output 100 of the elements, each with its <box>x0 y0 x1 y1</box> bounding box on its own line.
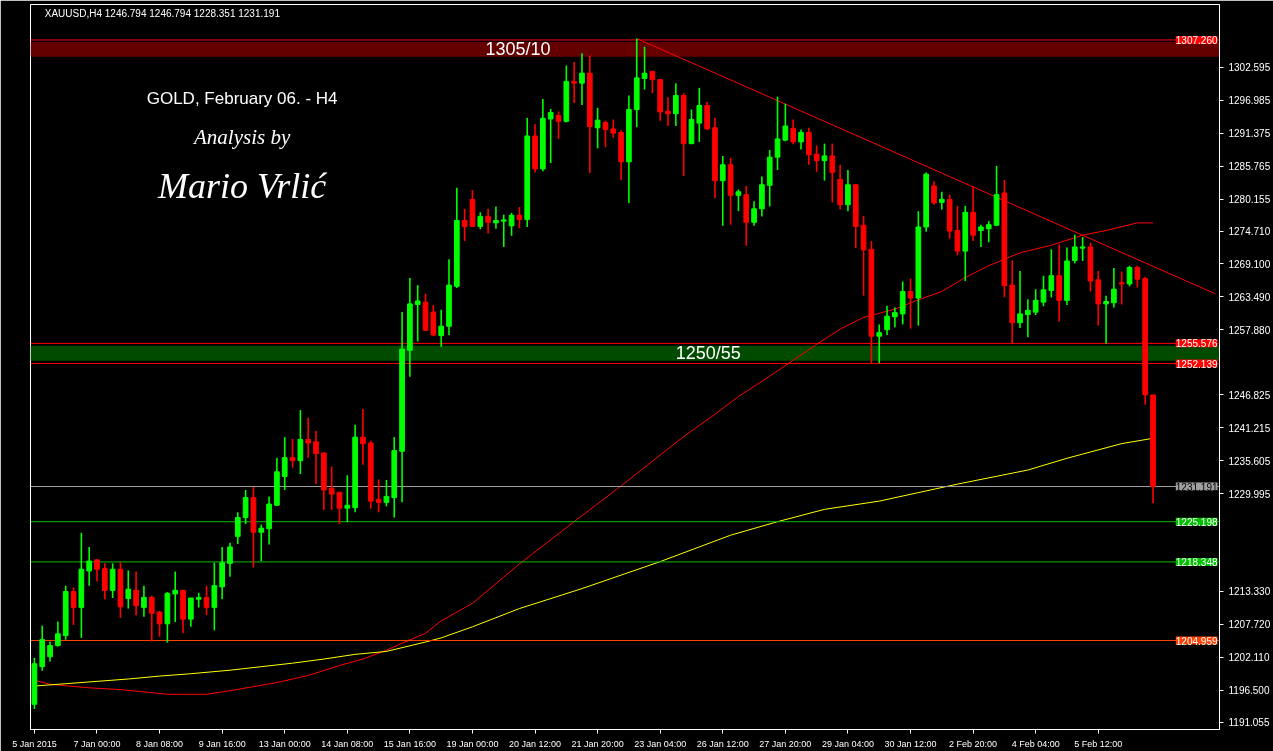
candlestick <box>673 82 679 127</box>
candlestick <box>938 190 945 211</box>
band-label: 1305/10 <box>485 39 551 60</box>
candlestick <box>516 206 523 229</box>
y-tick-label: 1302.595 <box>1228 62 1271 74</box>
candlestick <box>94 558 100 583</box>
candlestick <box>156 610 163 638</box>
ref-line-label: 1231.191 <box>1175 481 1218 493</box>
y-tick-label: 1274.710 <box>1228 226 1271 238</box>
x-tick-label: 19 Jan 00:00 <box>446 738 499 749</box>
candlestick <box>211 561 218 632</box>
candlestick <box>985 220 992 244</box>
candlestick <box>751 200 757 227</box>
candlestick <box>297 409 304 475</box>
candlestick <box>1040 274 1047 308</box>
candlestick <box>696 87 703 143</box>
candlestick <box>414 284 421 343</box>
ref-line-label: 1225.198 <box>1175 516 1218 528</box>
candlestick <box>109 562 116 599</box>
y-tick-label: 1235.605 <box>1228 455 1271 467</box>
candlestick <box>203 584 210 616</box>
text: GOLD, February 06. - H4 <box>146 89 338 109</box>
y-tick-label: 1291.375 <box>1228 128 1271 140</box>
y-tick-label: 1196.500 <box>1228 685 1270 697</box>
candlestick <box>55 620 61 648</box>
candlestick <box>375 478 382 514</box>
candlestick <box>234 511 241 545</box>
y-tick-label: 1229.995 <box>1228 488 1271 500</box>
y-tick-label: 1269.100 <box>1228 258 1271 270</box>
candlestick <box>1079 236 1086 262</box>
candlestick <box>289 438 296 469</box>
candlestick <box>281 436 288 491</box>
candlestick <box>790 118 797 146</box>
candlestick <box>305 416 312 459</box>
candlestick <box>579 52 585 106</box>
candlestick <box>1025 298 1031 339</box>
candlestick <box>86 546 93 587</box>
candlestick <box>610 118 617 139</box>
candlestick <box>876 323 883 364</box>
candlestick <box>500 213 507 248</box>
candlestick <box>1111 267 1117 309</box>
candlestick <box>360 408 366 466</box>
ref-line-label: 1218.348 <box>1175 556 1218 568</box>
candlestick <box>1032 288 1039 316</box>
x-tick-label: 13 Jan 00:00 <box>258 738 311 749</box>
candlestick <box>704 101 710 131</box>
x-tick-label: 30 Jan 12:00 <box>884 738 937 749</box>
candlestick <box>485 207 491 235</box>
candlestick <box>227 542 233 578</box>
candlestick <box>665 96 671 127</box>
x-tick-label: 5 Feb 12:00 <box>1074 738 1123 749</box>
candlestick <box>242 489 249 525</box>
ref-line-label: 1252.139 <box>1175 358 1218 370</box>
candlestick <box>931 180 937 206</box>
candlestick <box>258 523 265 562</box>
ref-line-label: 1307.260 <box>1175 34 1218 46</box>
candlestick <box>1071 233 1078 265</box>
ref-line-label: 1204.959 <box>1175 635 1218 647</box>
candlestick <box>719 155 726 227</box>
y-tick-label: 1241.215 <box>1228 422 1271 434</box>
candlestick <box>970 185 976 242</box>
y-tick-label: 1202.110 <box>1228 652 1270 664</box>
candlestick <box>1103 294 1109 345</box>
candlestick <box>571 61 577 104</box>
x-tick-label: 15 Jan 16:00 <box>383 738 436 749</box>
candlestick <box>47 640 53 663</box>
band-label: 1250/55 <box>675 343 741 364</box>
candlestick <box>508 212 515 237</box>
candlestick <box>641 45 648 91</box>
y-tick-label: 1246.825 <box>1228 389 1271 401</box>
x-tick-label: 20 Jan 12:00 <box>509 738 562 749</box>
candlestick <box>829 142 836 204</box>
candlestick <box>547 108 554 164</box>
x-tick-label: 21 Jan 20:00 <box>571 738 624 749</box>
y-tick-label: 1263.490 <box>1228 291 1271 303</box>
x-tick-label: 8 Jan 08:00 <box>136 738 184 749</box>
candlestick <box>821 142 828 182</box>
candlestick <box>602 119 609 148</box>
x-tick-label: 2 Feb 20:00 <box>949 738 998 749</box>
candlestick <box>892 306 898 329</box>
candlestick <box>70 586 77 626</box>
candlestick <box>1126 264 1133 288</box>
x-tick-label: 26 Jan 12:00 <box>696 738 749 749</box>
x-tick-label: 23 Jan 04:00 <box>634 738 687 749</box>
candlestick <box>133 570 139 617</box>
candlestick <box>438 308 445 348</box>
candlestick <box>1134 264 1141 289</box>
candlestick <box>899 280 906 326</box>
candlestick <box>1048 248 1055 299</box>
y-tick-label: 1191.055 <box>1228 717 1270 729</box>
x-tick-label: 29 Jan 04:00 <box>821 738 874 749</box>
x-tick-label: 9 Jan 16:00 <box>198 738 246 749</box>
x-tick-label: 5 Jan 2015 <box>12 738 57 749</box>
annotation: Mario Vrlić <box>156 165 328 206</box>
y-tick-label: 1207.720 <box>1228 619 1271 631</box>
candlestick <box>555 110 562 140</box>
candlestick <box>805 126 812 166</box>
candlestick <box>978 223 984 248</box>
candlestick <box>383 479 390 508</box>
y-tick-label: 1296.985 <box>1228 95 1271 107</box>
